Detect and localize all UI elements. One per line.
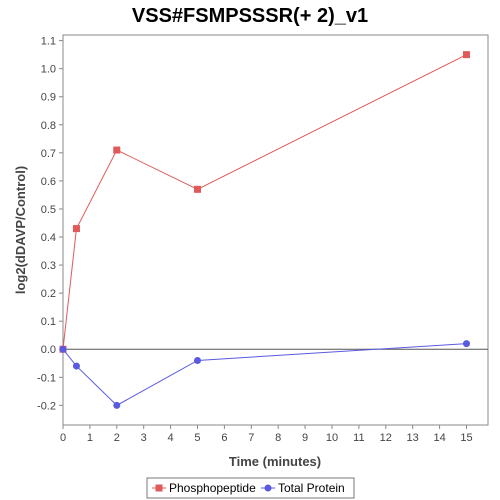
x-axis-label: Time (minutes) xyxy=(229,454,321,469)
legend-marker-phosphopeptide xyxy=(155,484,163,492)
x-tick-label: 12 xyxy=(380,432,392,444)
legend-marker-total-protein xyxy=(264,484,272,492)
y-tick-label: 0.1 xyxy=(41,316,56,328)
x-tick-label: 5 xyxy=(194,432,200,444)
x-tick-label: 7 xyxy=(248,432,254,444)
y-tick-label: 0.3 xyxy=(41,260,56,272)
y-tick-label: 0.6 xyxy=(41,176,56,188)
plot-area xyxy=(62,34,489,426)
x-axis: 0 1 2 3 4 5 6 7 8 9 10 11 12 13 14 15 xyxy=(60,425,473,444)
data-point-total-protein xyxy=(462,340,470,348)
x-tick-label: 6 xyxy=(221,432,227,444)
y-axis: -0.2 -0.1 0.0 0.1 0.2 0.3 0.4 0.5 0.6 0.7 0.8 0.9 1.… xyxy=(37,36,63,412)
y-tick-label: -0.1 xyxy=(37,372,56,384)
chart-title: VSS#FSMPSSSR(+ 2)_v1 xyxy=(132,5,368,27)
y-tick-label: 0.4 xyxy=(41,232,56,244)
x-tick-label: 9 xyxy=(302,432,308,444)
data-point-phosphopeptide xyxy=(72,225,80,233)
y-tick-label: 0.7 xyxy=(41,148,56,160)
y-tick-label: 0.2 xyxy=(41,288,56,300)
y-tick-label: -0.2 xyxy=(37,400,56,412)
y-tick-label: 1.0 xyxy=(41,64,56,76)
x-tick-label: 2 xyxy=(114,432,120,444)
legend: Phosphopeptide Total Protein xyxy=(146,477,355,499)
x-tick-label: 11 xyxy=(353,432,364,444)
y-tick-label: 0.8 xyxy=(41,120,56,132)
data-point-phosphopeptide xyxy=(462,51,470,59)
x-tick-label: 1 xyxy=(87,432,93,444)
legend-box xyxy=(146,477,355,499)
y-axis-label: log2(dDAVP/Control) xyxy=(13,166,28,294)
x-tick-label: 0 xyxy=(60,432,66,444)
series-group xyxy=(59,51,470,409)
y-tick-label: 0.5 xyxy=(41,204,56,216)
data-point-phosphopeptide xyxy=(193,185,201,193)
x-tick-label: 3 xyxy=(141,432,147,444)
legend-label-total-protein: Total Protein xyxy=(278,481,345,495)
data-point-total-protein xyxy=(193,356,201,364)
x-tick-label: 4 xyxy=(168,432,174,444)
y-tick-label: 0.9 xyxy=(41,92,56,104)
legend-label-phosphopeptide: Phosphopeptide xyxy=(169,481,256,495)
x-tick-label: 10 xyxy=(326,432,338,444)
y-tick-label: 0.0 xyxy=(41,344,56,356)
data-point-total-protein xyxy=(72,362,80,370)
x-tick-label: 13 xyxy=(407,432,419,444)
y-tick-label: 1.1 xyxy=(41,36,56,48)
data-point-phosphopeptide xyxy=(113,146,121,154)
x-tick-label: 15 xyxy=(460,432,472,444)
x-tick-label: 8 xyxy=(275,432,281,444)
data-point-total-protein xyxy=(113,401,121,409)
x-tick-label: 14 xyxy=(433,432,445,444)
data-point-total-protein xyxy=(59,345,67,353)
